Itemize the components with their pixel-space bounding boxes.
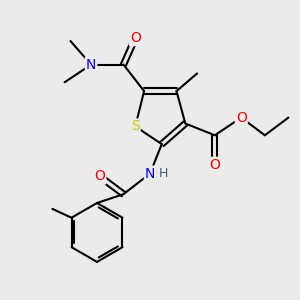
Text: S: S xyxy=(131,119,140,134)
Text: O: O xyxy=(236,111,247,124)
Text: O: O xyxy=(94,169,105,184)
Text: O: O xyxy=(209,158,220,172)
Text: O: O xyxy=(130,31,141,45)
Text: N: N xyxy=(145,167,155,181)
Text: H: H xyxy=(159,167,168,180)
Text: N: N xyxy=(86,58,96,72)
